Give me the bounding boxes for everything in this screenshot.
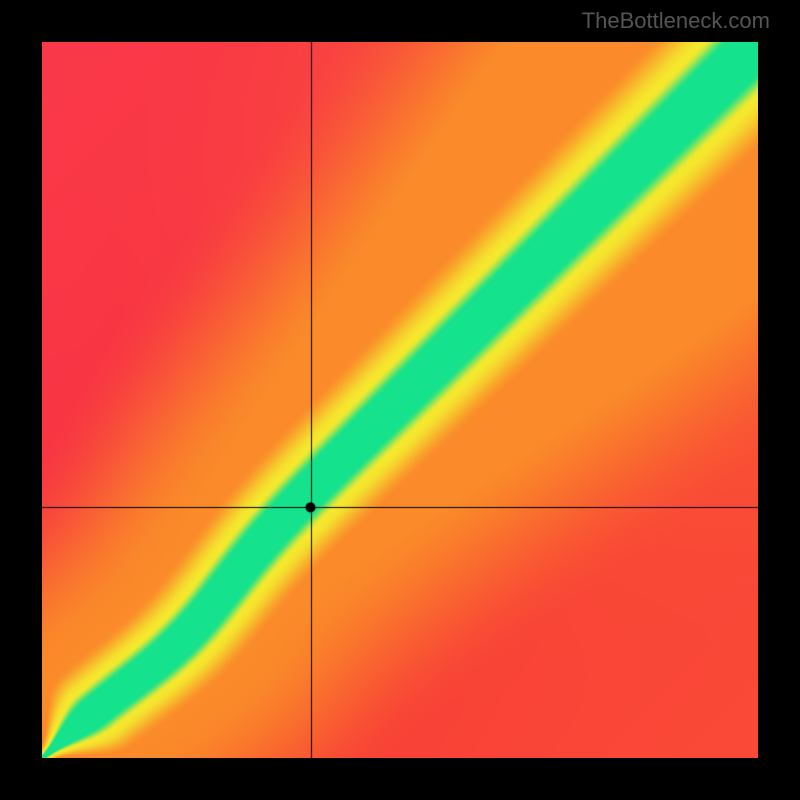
plot-area (42, 42, 758, 758)
chart-container: TheBottleneck.com (0, 0, 800, 800)
heatmap-canvas (42, 42, 758, 758)
watermark-text: TheBottleneck.com (582, 8, 770, 34)
